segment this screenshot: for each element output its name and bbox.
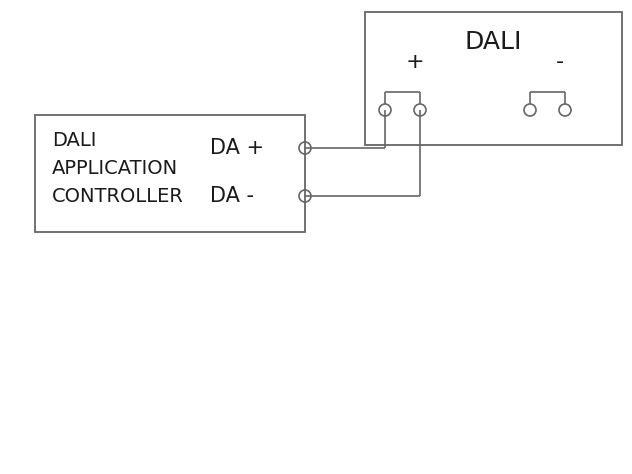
Text: DA +: DA + [210, 138, 264, 158]
Text: DALI: DALI [52, 130, 96, 149]
Text: APPLICATION: APPLICATION [52, 158, 178, 177]
Text: DALI: DALI [465, 30, 522, 54]
Bar [35, 115, 305, 232]
Text: -: - [556, 52, 564, 72]
Text: CONTROLLER: CONTROLLER [52, 186, 184, 206]
Bar [365, 12, 622, 145]
Text: +: + [406, 52, 424, 72]
Text: DA -: DA - [210, 186, 254, 206]
